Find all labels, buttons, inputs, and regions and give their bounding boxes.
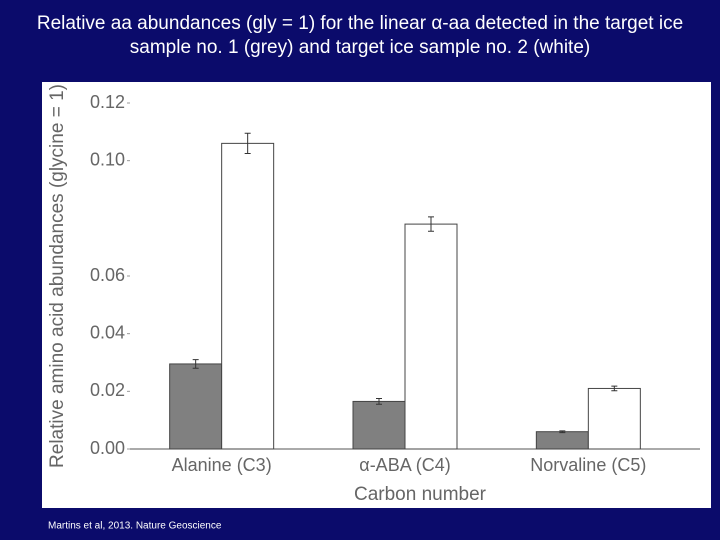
bar (587, 387, 641, 450)
error-bar (428, 216, 434, 232)
error-bar (376, 398, 382, 405)
source-note: Martins et al, 2013. Nature Geoscience (48, 521, 222, 532)
error-bar (611, 385, 618, 392)
error-bar (559, 430, 566, 434)
y-tick-label: 0.00 (90, 438, 125, 458)
x-tick-label: α-ABA (C4) (359, 455, 450, 475)
error-bar (192, 359, 199, 369)
bar (221, 142, 275, 450)
bar (404, 223, 458, 450)
y-tick-label: 0.10 (90, 149, 125, 169)
y-axis-label: Relative amino acid abundances (glycine … (47, 84, 68, 468)
x-axis-label: Carbon number (354, 484, 487, 505)
error-bar (244, 132, 251, 154)
x-tick-label: Alanine (C3) (172, 455, 272, 475)
bar (352, 400, 406, 450)
y-tick-label: 0.02 (90, 380, 125, 400)
x-tick-label: Norvaline (C5) (530, 455, 646, 475)
chart-title: Relative aa abundances (gly = 1) for the… (36, 13, 684, 58)
y-tick-label: 0.04 (90, 322, 125, 342)
bar (535, 431, 589, 450)
bar (169, 363, 223, 450)
y-tick-label: 0.06 (90, 265, 125, 285)
y-tick-label: 0.12 (90, 92, 125, 112)
